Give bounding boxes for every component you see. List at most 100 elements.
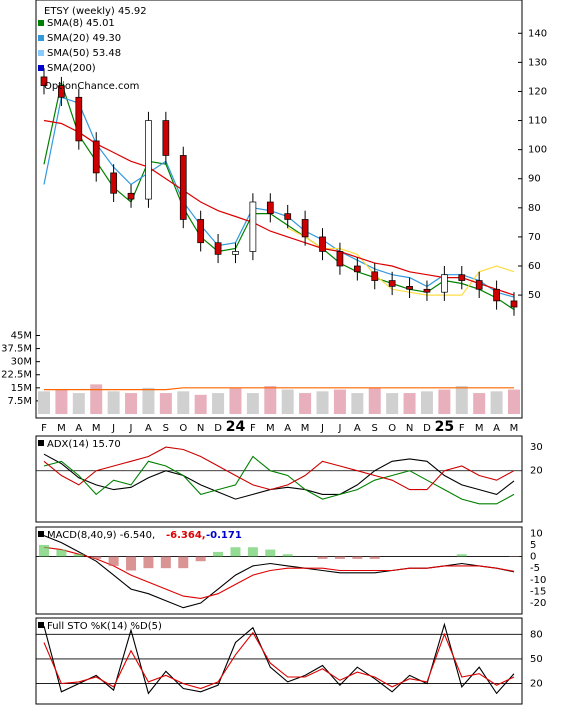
adx-y-tick-label: 30 <box>530 442 543 453</box>
price-candle-body <box>180 155 186 219</box>
macd-y-tick-label: -20 <box>530 598 546 609</box>
volume-y-tick-label: 22.5M <box>1 370 32 381</box>
x-tick-label: F <box>250 423 256 434</box>
x-tick-label: D <box>214 423 222 434</box>
volume-bar <box>38 391 50 414</box>
price-candle-body <box>407 286 413 289</box>
price-candle-body <box>320 237 326 252</box>
macd-histogram-bar <box>161 557 171 569</box>
price-candle-body <box>494 289 500 301</box>
x-tick-label: A <box>493 423 500 434</box>
price-candle-body <box>163 121 169 156</box>
price-candle-body <box>267 202 273 214</box>
volume-bar <box>334 390 346 414</box>
macd-histogram-bar <box>230 547 240 556</box>
volume-bar <box>108 391 120 414</box>
x-tick-label: F <box>459 423 465 434</box>
price-y-tick-label: 50 <box>528 290 541 301</box>
macd-histogram-bar <box>265 550 275 557</box>
price-y-tick-label: 60 <box>528 261 541 272</box>
price-y-tick-label: 100 <box>528 145 547 156</box>
volume-bar <box>177 391 189 414</box>
legend-entry: SMA(50) 53.48 <box>47 48 121 59</box>
volume-bar <box>73 393 85 414</box>
volume-bar <box>317 391 329 414</box>
macd-histogram-bar <box>126 557 136 571</box>
chart-title: ETSY (weekly) 45.92 <box>44 6 147 17</box>
price-candle-body <box>337 251 343 266</box>
volume-bar <box>421 391 433 414</box>
x-tick-label: O <box>179 423 187 434</box>
volume-bar <box>404 393 416 414</box>
stochastic-y-tick-label: 20 <box>530 679 543 690</box>
volume-bar <box>55 390 67 414</box>
price-candle-body <box>372 272 378 281</box>
price-y-tick-label: 70 <box>528 232 541 243</box>
x-tick-label: 24 <box>226 419 246 435</box>
price-candle-body <box>389 281 395 287</box>
volume-bar <box>473 393 485 414</box>
price-candle-body <box>354 266 360 272</box>
volume-bar <box>125 393 137 414</box>
legend-entry: SMA(200) <box>47 63 96 74</box>
x-tick-label: J <box>320 423 324 434</box>
x-tick-label: N <box>197 423 204 434</box>
macd-title-marker <box>38 531 44 537</box>
volume-y-tick-label: 37.5M <box>1 344 32 355</box>
volume-y-tick-label: 15M <box>11 383 32 394</box>
price-candle-body <box>128 193 134 199</box>
volume-bar <box>90 384 102 414</box>
volume-bar <box>212 393 224 414</box>
price-candle-body <box>111 173 117 193</box>
x-tick-label: M <box>301 423 310 434</box>
volume-bar <box>299 393 311 414</box>
macd-histogram-bar <box>178 557 188 569</box>
price-candle-body <box>302 219 308 236</box>
macd-histogram-bar <box>91 557 101 559</box>
macd-histogram-bar <box>109 557 119 566</box>
x-tick-label: J <box>129 423 133 434</box>
adx-title-marker <box>38 440 44 446</box>
x-tick-label: O <box>388 423 396 434</box>
x-tick-label: M <box>475 423 484 434</box>
watermark-text: OptionChance.com <box>44 81 139 92</box>
legend-swatch <box>38 20 44 26</box>
macd-histogram-bar <box>39 545 49 557</box>
legend-entry: SMA(8) 45.01 <box>47 18 115 29</box>
price-candle-body <box>232 251 238 254</box>
macd-histogram-bar <box>248 547 258 556</box>
volume-bar <box>229 388 241 414</box>
x-tick-label: D <box>423 423 431 434</box>
volume-bar <box>491 391 503 414</box>
x-tick-label: F <box>41 423 47 434</box>
price-y-tick-label: 80 <box>528 203 541 214</box>
macd-title: MACD(8,40,9) -6.540, <box>47 530 155 541</box>
volume-bar <box>142 388 154 414</box>
macd-histogram-bar <box>143 557 153 569</box>
macd-histogram-bar <box>56 550 66 557</box>
price-candle-body <box>476 281 482 290</box>
volume-bar <box>195 395 207 414</box>
macd-histogram-bar <box>283 554 293 556</box>
legend-swatch <box>38 50 44 56</box>
x-tick-label: M <box>266 423 275 434</box>
macd-histogram-bar <box>74 554 84 556</box>
price-y-tick-label: 110 <box>528 116 547 127</box>
macd-histogram-bar <box>335 557 345 559</box>
x-tick-label: N <box>406 423 413 434</box>
x-tick-label: S <box>372 423 378 434</box>
macd-y-tick-label: -15 <box>530 586 546 597</box>
macd-histogram-bar <box>370 557 380 559</box>
legend-entry: SMA(20) 49.30 <box>47 33 121 44</box>
macd-histogram-bar <box>457 554 467 556</box>
volume-bar <box>160 393 172 414</box>
macd-y-tick-label: -10 <box>530 575 546 586</box>
price-candle-body <box>215 243 221 255</box>
stochastic-y-tick-label: 80 <box>530 629 543 640</box>
price-candle-body <box>441 275 447 292</box>
x-tick-label: M <box>92 423 101 434</box>
legend-swatch <box>38 65 44 71</box>
stochastic-y-tick-label: 50 <box>530 654 543 665</box>
stochastic-title: Full STO %K(14) %D(5) <box>47 621 162 632</box>
